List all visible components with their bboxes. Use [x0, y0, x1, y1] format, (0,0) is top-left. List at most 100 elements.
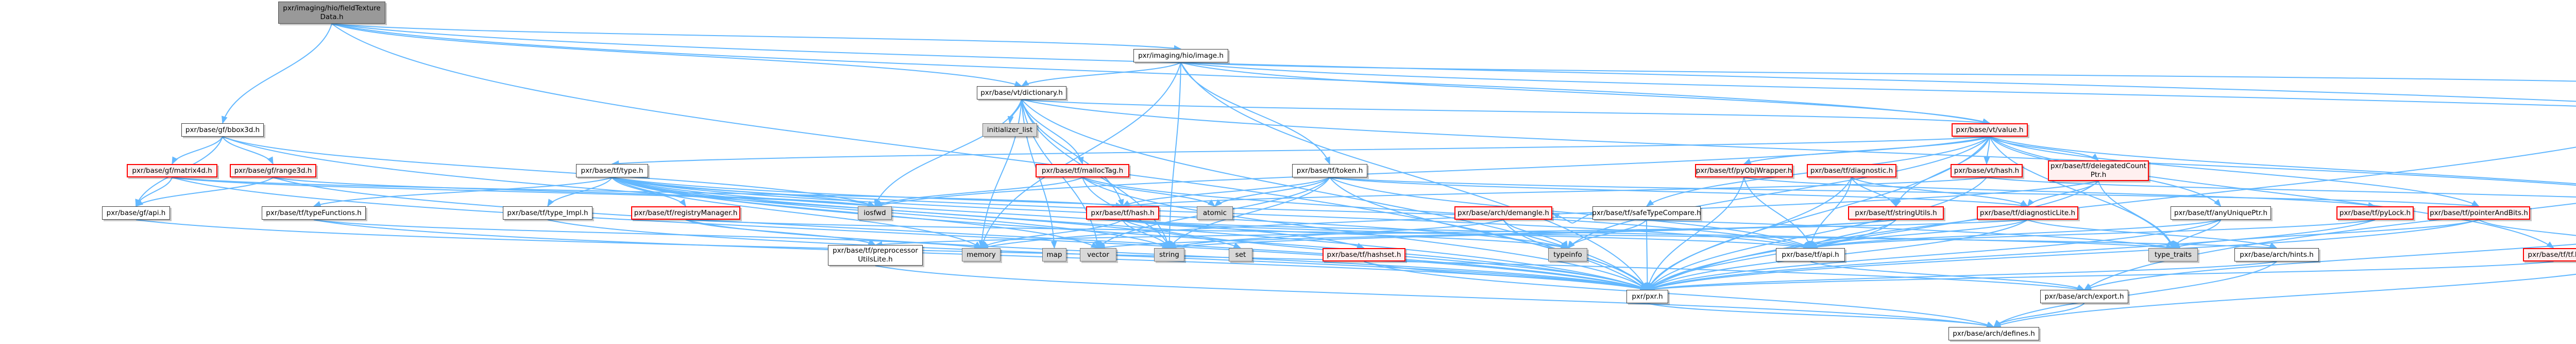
edge-tf_type-to-type_traits: [612, 177, 2174, 250]
edge-tf_hash-to-string: [1122, 219, 1170, 249]
edge-vt_value-to-tf_tf: [1989, 136, 2554, 249]
graph-node-anyUniquePtr[interactable]: pxr/base/tf/anyUniquePtr.h: [2171, 206, 2271, 220]
edge-image-to-hio_types: [1180, 62, 2576, 82]
graph-node-safeTypeCompare[interactable]: pxr/base/tf/safeTypeCompare.h: [1592, 206, 1701, 220]
edge-vt_value-to-pointerAndBits: [1989, 136, 2480, 207]
graph-node-diagnosticLite[interactable]: pxr/base/tf/diagnosticLite.h: [1977, 206, 2078, 220]
graph-node-typeFunctions[interactable]: pxr/base/tf/typeFunctions.h: [262, 206, 366, 220]
graph-node-tf-type[interactable]: pxr/base/tf/type.h: [576, 164, 648, 177]
graph-node-bbox3d[interactable]: pxr/base/gf/bbox3d.h: [181, 123, 264, 137]
graph-node-typeinfo: typeinfo: [1548, 248, 1587, 261]
graph-node-arch-defines[interactable]: pxr/base/arch/defines.h: [1948, 327, 2039, 340]
graph-node-pxr[interactable]: pxr/pxr.h: [1626, 290, 1668, 303]
graph-node-registryManager[interactable]: pxr/base/tf/registryManager.h: [631, 206, 740, 220]
graph-node-tf-api[interactable]: pxr/base/tf/api.h: [1776, 248, 1845, 261]
edge-stringUtils-to-pxr: [1647, 219, 1896, 291]
graph-node-token[interactable]: pxr/base/tf/token.h: [1292, 164, 1367, 177]
edge-arch_hints-to-pxr: [1647, 261, 2277, 292]
graph-node-root: pxr/imaging/hio/fieldTexture Data.h: [278, 2, 385, 24]
graph-node-pointerAndBits[interactable]: pxr/base/tf/pointerAndBits.h: [2428, 206, 2530, 220]
graph-node-arch-export[interactable]: pxr/base/arch/export.h: [2040, 290, 2128, 303]
edge-registryManager-to-preprocessorUtilsLite: [685, 219, 876, 245]
edge-delegatedCountPtr-to-pxr: [1647, 181, 2099, 291]
edge-range3d-to-gf_api: [135, 177, 274, 207]
edge-token-to-atomic: [1214, 177, 1330, 207]
edge-image-to-pxr: [1180, 62, 1648, 291]
edge-mallocTag-to-iosfwd: [874, 177, 1083, 207]
graph-node-memory: memory: [962, 248, 1001, 261]
edge-image-to-hio_api: [1180, 62, 2576, 107]
edge-anyUniquePtr-to-pxr: [1647, 219, 2221, 290]
graph-node-vt-hash[interactable]: pxr/base/vt/hash.h: [1951, 164, 2023, 177]
edge-pointerAndBits-to-pxr: [1647, 219, 2479, 291]
edge-pyLock-to-tf_api: [1809, 219, 2376, 250]
graph-node-type-traits: type_traits: [2148, 248, 2198, 261]
edge-dictionary-to-vt_api: [1021, 99, 2576, 186]
edge-vt_hash-to-vt_api: [1986, 177, 2576, 198]
edge-token-to-tf_hash: [1122, 177, 1330, 207]
edge-image-to-vt_value: [1180, 62, 1991, 125]
graph-node-tf-tf[interactable]: pxr/base/tf/tf.h: [2523, 248, 2576, 261]
edge-image-to-dictionary: [1021, 62, 1181, 87]
graph-node-tf-diagnostic[interactable]: pxr/base/tf/diagnostic.h: [1807, 164, 1896, 177]
edge-range3d-to-iosfwd: [273, 177, 876, 208]
edge-arch_pragmas-to-arch_defines: [1993, 273, 2576, 327]
graph-node-range3d[interactable]: pxr/base/gf/range3d.h: [230, 164, 316, 177]
edge-vt_value-to-vt_hash: [1984, 136, 1990, 165]
edge-tf_hash-to-tf_api: [1122, 219, 1811, 250]
graph-node-demangle[interactable]: pxr/base/arch/demangle.h: [1454, 206, 1552, 220]
graph-node-map: map: [1042, 248, 1066, 261]
edge-image-to-string: [1166, 62, 1181, 249]
graph-node-matrix4d[interactable]: pxr/base/gf/matrix4d.h: [127, 164, 217, 177]
edge-bbox3d-to-matrix4d: [172, 136, 223, 165]
edge-diagnosticLite-to-arch_hints: [2027, 219, 2278, 249]
edge-dictionary-to-pxr: [1021, 99, 1648, 291]
edge-root-to-vt_value: [331, 23, 1991, 125]
graph-node-arch-hints[interactable]: pxr/base/arch/hints.h: [2234, 248, 2319, 261]
graph-node-type-Impl[interactable]: pxr/base/tf/type_Impl.h: [503, 206, 592, 220]
edge-vt_hash-to-tf_hash: [1122, 177, 1987, 209]
edge-image-to-token: [1180, 62, 1330, 165]
graph-node-pyObjWrapper[interactable]: pxr/base/tf/pyObjWrapper.h: [1695, 164, 1793, 177]
edge-vt_value-to-typeinfo: [1567, 136, 1990, 249]
graph-node-preprocessorUtilsLite[interactable]: pxr/base/tf/preprocessor UtilsLite.h: [828, 245, 923, 266]
graph-node-hashset[interactable]: pxr/base/tf/hashset.h: [1323, 248, 1405, 261]
edge-tf_type-to-vector: [612, 177, 1099, 249]
edge-root-to-image: [331, 23, 1182, 52]
edge-root-to-bbox3d: [222, 23, 332, 124]
graph-node-stringUtils[interactable]: pxr/base/tf/stringUtils.h: [1848, 206, 1944, 220]
edge-vt_value-to-stringUtils: [1895, 136, 1990, 207]
graph-node-string: string: [1154, 248, 1184, 261]
graph-node-iosfwd: iosfwd: [858, 206, 892, 220]
edge-diagnosticLite-to-tf_api: [1809, 219, 2028, 249]
edge-pxr-to-arch_defines: [1647, 303, 1995, 329]
graph-node-tf-hash[interactable]: pxr/base/tf/hash.h: [1086, 206, 1159, 220]
edge-hashset-to-arch_defines: [1364, 261, 1995, 327]
edge-pointerAndBits-to-arch_pragmas: [2478, 219, 2576, 236]
edge-stringUtils-to-vector: [1097, 219, 1896, 251]
graph-node-gf-api[interactable]: pxr/base/gf/api.h: [102, 206, 170, 220]
edge-pyLock-to-pxr: [1647, 219, 2376, 291]
edge-tf_type-to-hashset: [612, 177, 1365, 249]
edge-image-to-memory: [980, 62, 1181, 249]
graph-node-dictionary[interactable]: pxr/base/vt/dictionary.h: [977, 86, 1066, 100]
edge-tf_diagnostic-to-pxr: [1647, 177, 1852, 291]
graph-node-delegatedCountPtr[interactable]: pxr/base/tf/delegatedCount Ptr.h: [2048, 160, 2149, 181]
edge-range3d-to-pxr: [273, 177, 1648, 291]
edge-tf_type-to-registryManager: [612, 177, 686, 207]
edge-tf_tf-to-pxr: [1647, 261, 2554, 292]
edge-bbox3d-to-iosfwd: [222, 136, 876, 207]
edge-matrix4d-to-gf_api: [135, 177, 173, 207]
edge-tf_hash-to-memory: [980, 219, 1123, 249]
edge-matrix4d-to-pxr: [172, 177, 1648, 291]
graph-node-set: set: [1229, 248, 1252, 261]
graph-node-mallocTag[interactable]: pxr/base/tf/mallocTag.h: [1036, 164, 1129, 177]
graph-node-image[interactable]: pxr/imaging/hio/image.h: [1133, 49, 1228, 62]
graph-node-pyLock[interactable]: pxr/base/tf/pyLock.h: [2336, 206, 2414, 220]
edge-tf_diagnostic-to-diagnosticLite: [1851, 177, 2028, 207]
edge-diagnosticLite-to-preprocessorUtilsLite: [874, 219, 2028, 248]
graph-node-vt-value[interactable]: pxr/base/vt/value.h: [1952, 123, 2028, 137]
edge-tf_type-to-memory: [612, 177, 982, 249]
